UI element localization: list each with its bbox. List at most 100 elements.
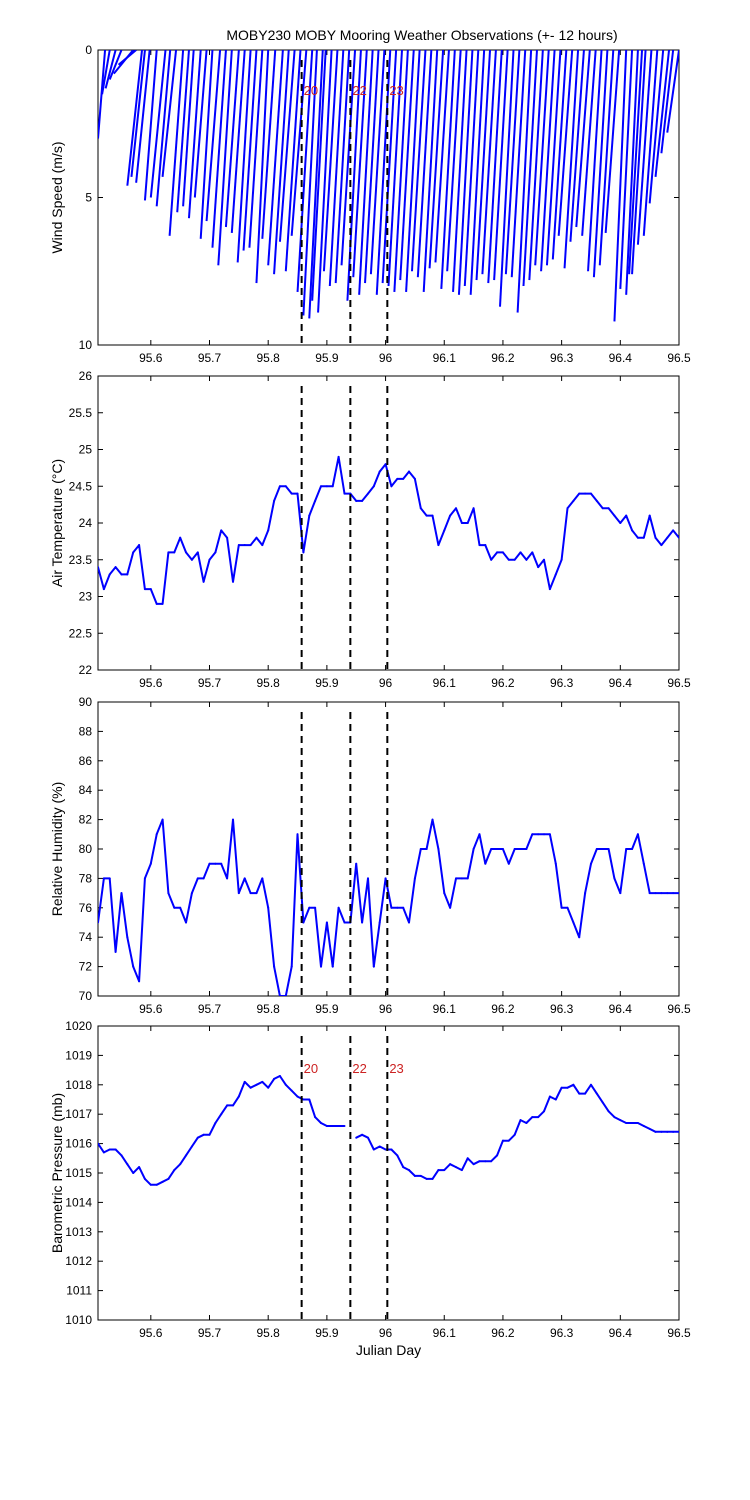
- data-point: [425, 848, 428, 850]
- data-point: [196, 1136, 199, 1139]
- plot-area: [98, 50, 679, 322]
- data-point: [631, 1122, 634, 1125]
- data-point: [501, 551, 504, 554]
- data-point: [202, 877, 205, 880]
- data-point: [566, 1086, 569, 1089]
- event-marker-label: 22: [352, 1061, 366, 1076]
- data-point: [636, 833, 639, 836]
- data-point: [372, 965, 375, 968]
- data-point: [531, 833, 534, 836]
- data-point: [636, 1122, 639, 1125]
- x-tick-label: 96.5: [667, 1002, 691, 1016]
- data-point: [613, 877, 616, 880]
- data-point: [490, 1160, 493, 1163]
- wind-stick: [98, 50, 107, 139]
- data-point: [531, 1116, 534, 1119]
- data-point: [325, 1124, 328, 1127]
- data-point: [161, 602, 164, 605]
- data-point: [155, 602, 158, 605]
- data-point: [296, 833, 299, 836]
- data-point: [672, 1130, 675, 1133]
- data-point: [196, 877, 199, 880]
- data-point: [114, 566, 117, 569]
- data-point: [631, 848, 634, 850]
- data-point: [601, 507, 604, 510]
- data-point: [120, 892, 123, 895]
- data-point: [678, 892, 679, 895]
- x-tick-label: 96.4: [609, 351, 633, 365]
- data-point: [208, 558, 211, 561]
- wind-stick: [592, 50, 609, 278]
- x-tick-label: 96: [379, 1002, 393, 1016]
- y-axis-label: Air Temperature (°C): [49, 459, 65, 587]
- y-tick-label: 10: [79, 338, 93, 352]
- data-point: [513, 558, 516, 561]
- data-point: [601, 848, 604, 850]
- wind-stick: [422, 50, 439, 292]
- event-marker-label: 23: [389, 83, 403, 98]
- data-point: [267, 906, 270, 909]
- data-point: [595, 499, 598, 502]
- data-point: [537, 566, 540, 569]
- data-point: [361, 499, 364, 502]
- y-axis-label: Wind Speed (m/s): [49, 141, 65, 253]
- wind-stick: [217, 50, 233, 266]
- data-point: [278, 1074, 281, 1077]
- data-point: [595, 848, 598, 850]
- y-tick-label: 82: [79, 813, 93, 827]
- data-point: [173, 551, 176, 554]
- y-tick-label: 90: [79, 695, 93, 709]
- data-point: [648, 1127, 651, 1130]
- data-point: [255, 892, 258, 895]
- data-point: [554, 573, 557, 576]
- data-point: [249, 1086, 252, 1089]
- data-point: [601, 1101, 604, 1104]
- data-point: [249, 892, 252, 895]
- wind-stick: [604, 50, 621, 233]
- data-point: [167, 1177, 170, 1180]
- x-tick-label: 96.1: [433, 676, 457, 690]
- data-point: [672, 529, 675, 532]
- x-tick-label: 96.4: [609, 1326, 633, 1340]
- data-point: [343, 492, 346, 495]
- data-point: [343, 921, 346, 924]
- wind-stick: [290, 50, 308, 236]
- wind-stick: [278, 50, 296, 242]
- data-point: [314, 1116, 317, 1119]
- data-point: [155, 1183, 158, 1186]
- data-point: [126, 573, 129, 576]
- data-point: [302, 551, 305, 554]
- data-point: [537, 1116, 540, 1119]
- wind-stick: [168, 50, 185, 236]
- data-point: [149, 588, 152, 591]
- data-point: [654, 892, 657, 895]
- data-point: [443, 529, 446, 532]
- wind-stick: [101, 50, 111, 95]
- wind-stick: [248, 50, 264, 248]
- data-point: [273, 499, 276, 502]
- data-point: [619, 1119, 622, 1122]
- data-point: [255, 536, 258, 539]
- data-point: [513, 848, 516, 850]
- data-point: [320, 1122, 323, 1125]
- data-point: [419, 1174, 422, 1177]
- y-tick-label: 1020: [65, 1019, 92, 1033]
- data-point: [314, 906, 317, 909]
- wind-stick: [551, 50, 568, 260]
- wind-stick: [631, 50, 647, 275]
- data-point: [431, 1177, 434, 1180]
- x-tick-label: 96: [379, 351, 393, 365]
- data-point: [108, 877, 111, 880]
- data-point: [408, 921, 411, 924]
- data-point: [554, 862, 557, 865]
- data-point: [619, 522, 622, 524]
- data-point: [484, 1160, 487, 1163]
- data-point: [98, 1142, 99, 1145]
- wind-stick: [666, 50, 679, 133]
- wind-stick: [598, 50, 615, 266]
- x-tick-label: 96.4: [609, 676, 633, 690]
- y-tick-label: 1011: [66, 1284, 92, 1298]
- x-tick-label: 95.9: [315, 1326, 339, 1340]
- x-tick-label: 96.3: [550, 1002, 574, 1016]
